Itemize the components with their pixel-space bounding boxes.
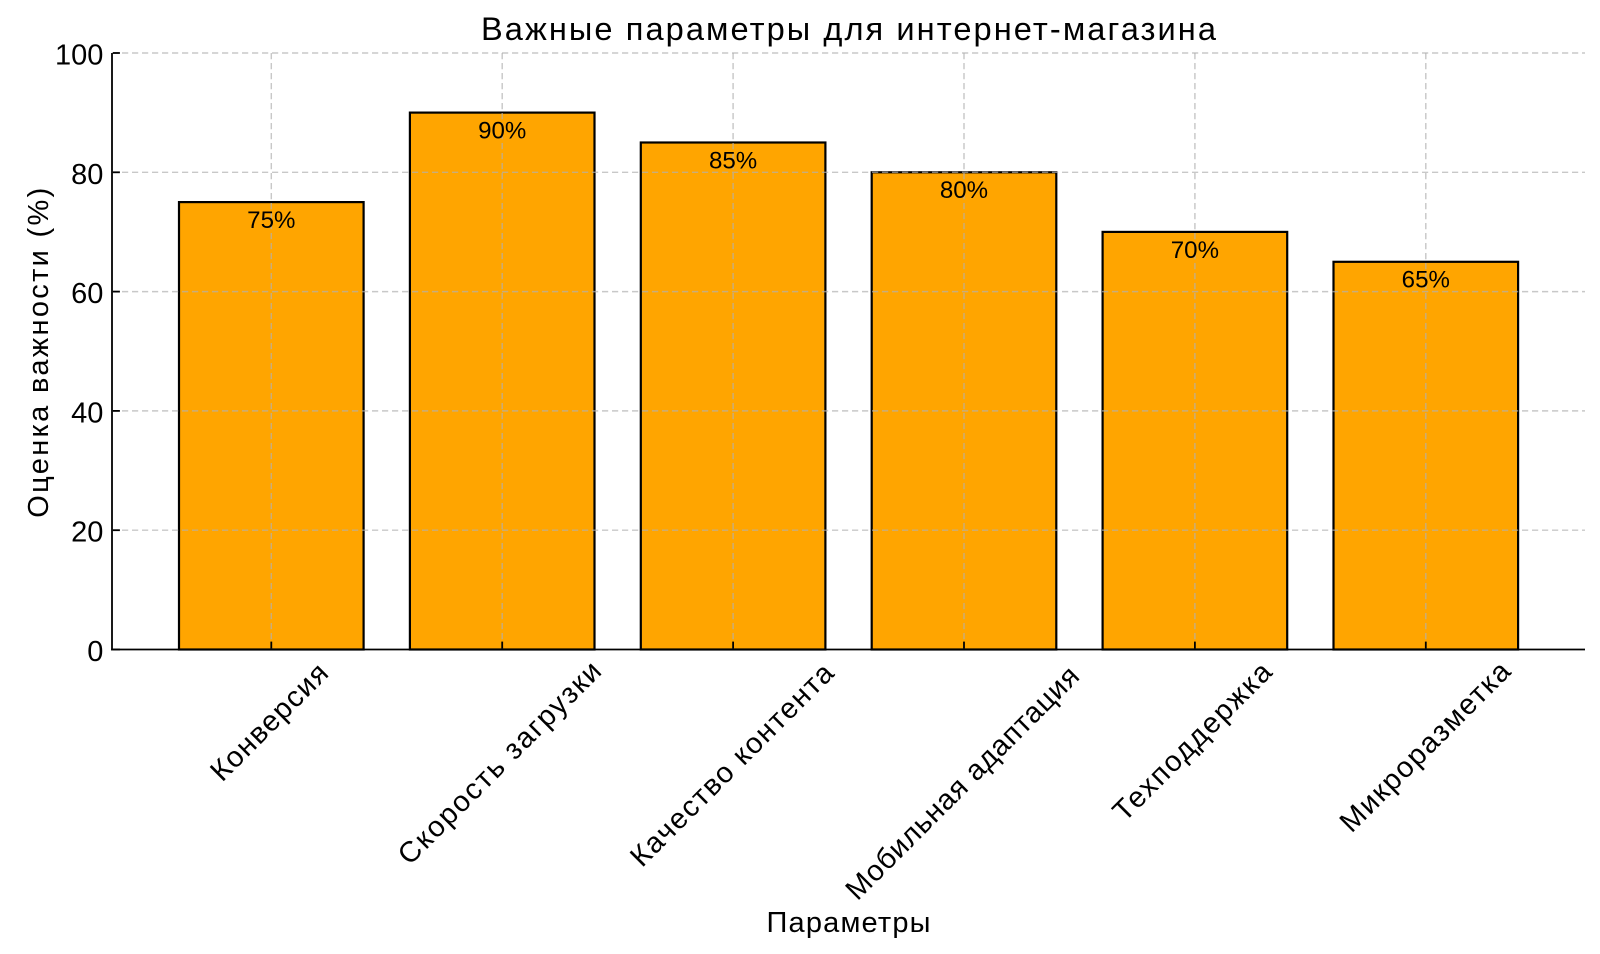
svg-text:60: 60 (71, 278, 103, 310)
svg-text:100: 100 (55, 40, 103, 72)
svg-text:Конверсия: Конверсия (204, 657, 335, 788)
svg-text:Мобильная адаптация: Мобильная адаптация (840, 660, 1086, 906)
svg-text:90%: 90% (478, 118, 526, 145)
svg-text:Параметры: Параметры (767, 907, 931, 939)
svg-text:Техподдержка: Техподдержка (1107, 656, 1279, 828)
svg-text:Качество контента: Качество контента (624, 657, 841, 874)
svg-text:Оценка важности (%): Оценка важности (%) (23, 188, 55, 518)
svg-text:Микроразметка: Микроразметка (1334, 655, 1518, 839)
svg-text:70%: 70% (1171, 237, 1219, 264)
svg-text:Важные параметры для интернет-: Важные параметры для интернет-магазина (481, 10, 1217, 47)
svg-text:80: 80 (71, 159, 103, 191)
svg-text:Скорость загрузки: Скорость загрузки (392, 655, 608, 871)
svg-text:20: 20 (71, 517, 103, 549)
svg-text:40: 40 (71, 397, 103, 429)
svg-text:75%: 75% (247, 207, 295, 234)
svg-text:80%: 80% (940, 177, 988, 204)
svg-text:65%: 65% (1402, 267, 1450, 294)
svg-text:0: 0 (87, 636, 103, 668)
svg-text:85%: 85% (709, 147, 757, 174)
